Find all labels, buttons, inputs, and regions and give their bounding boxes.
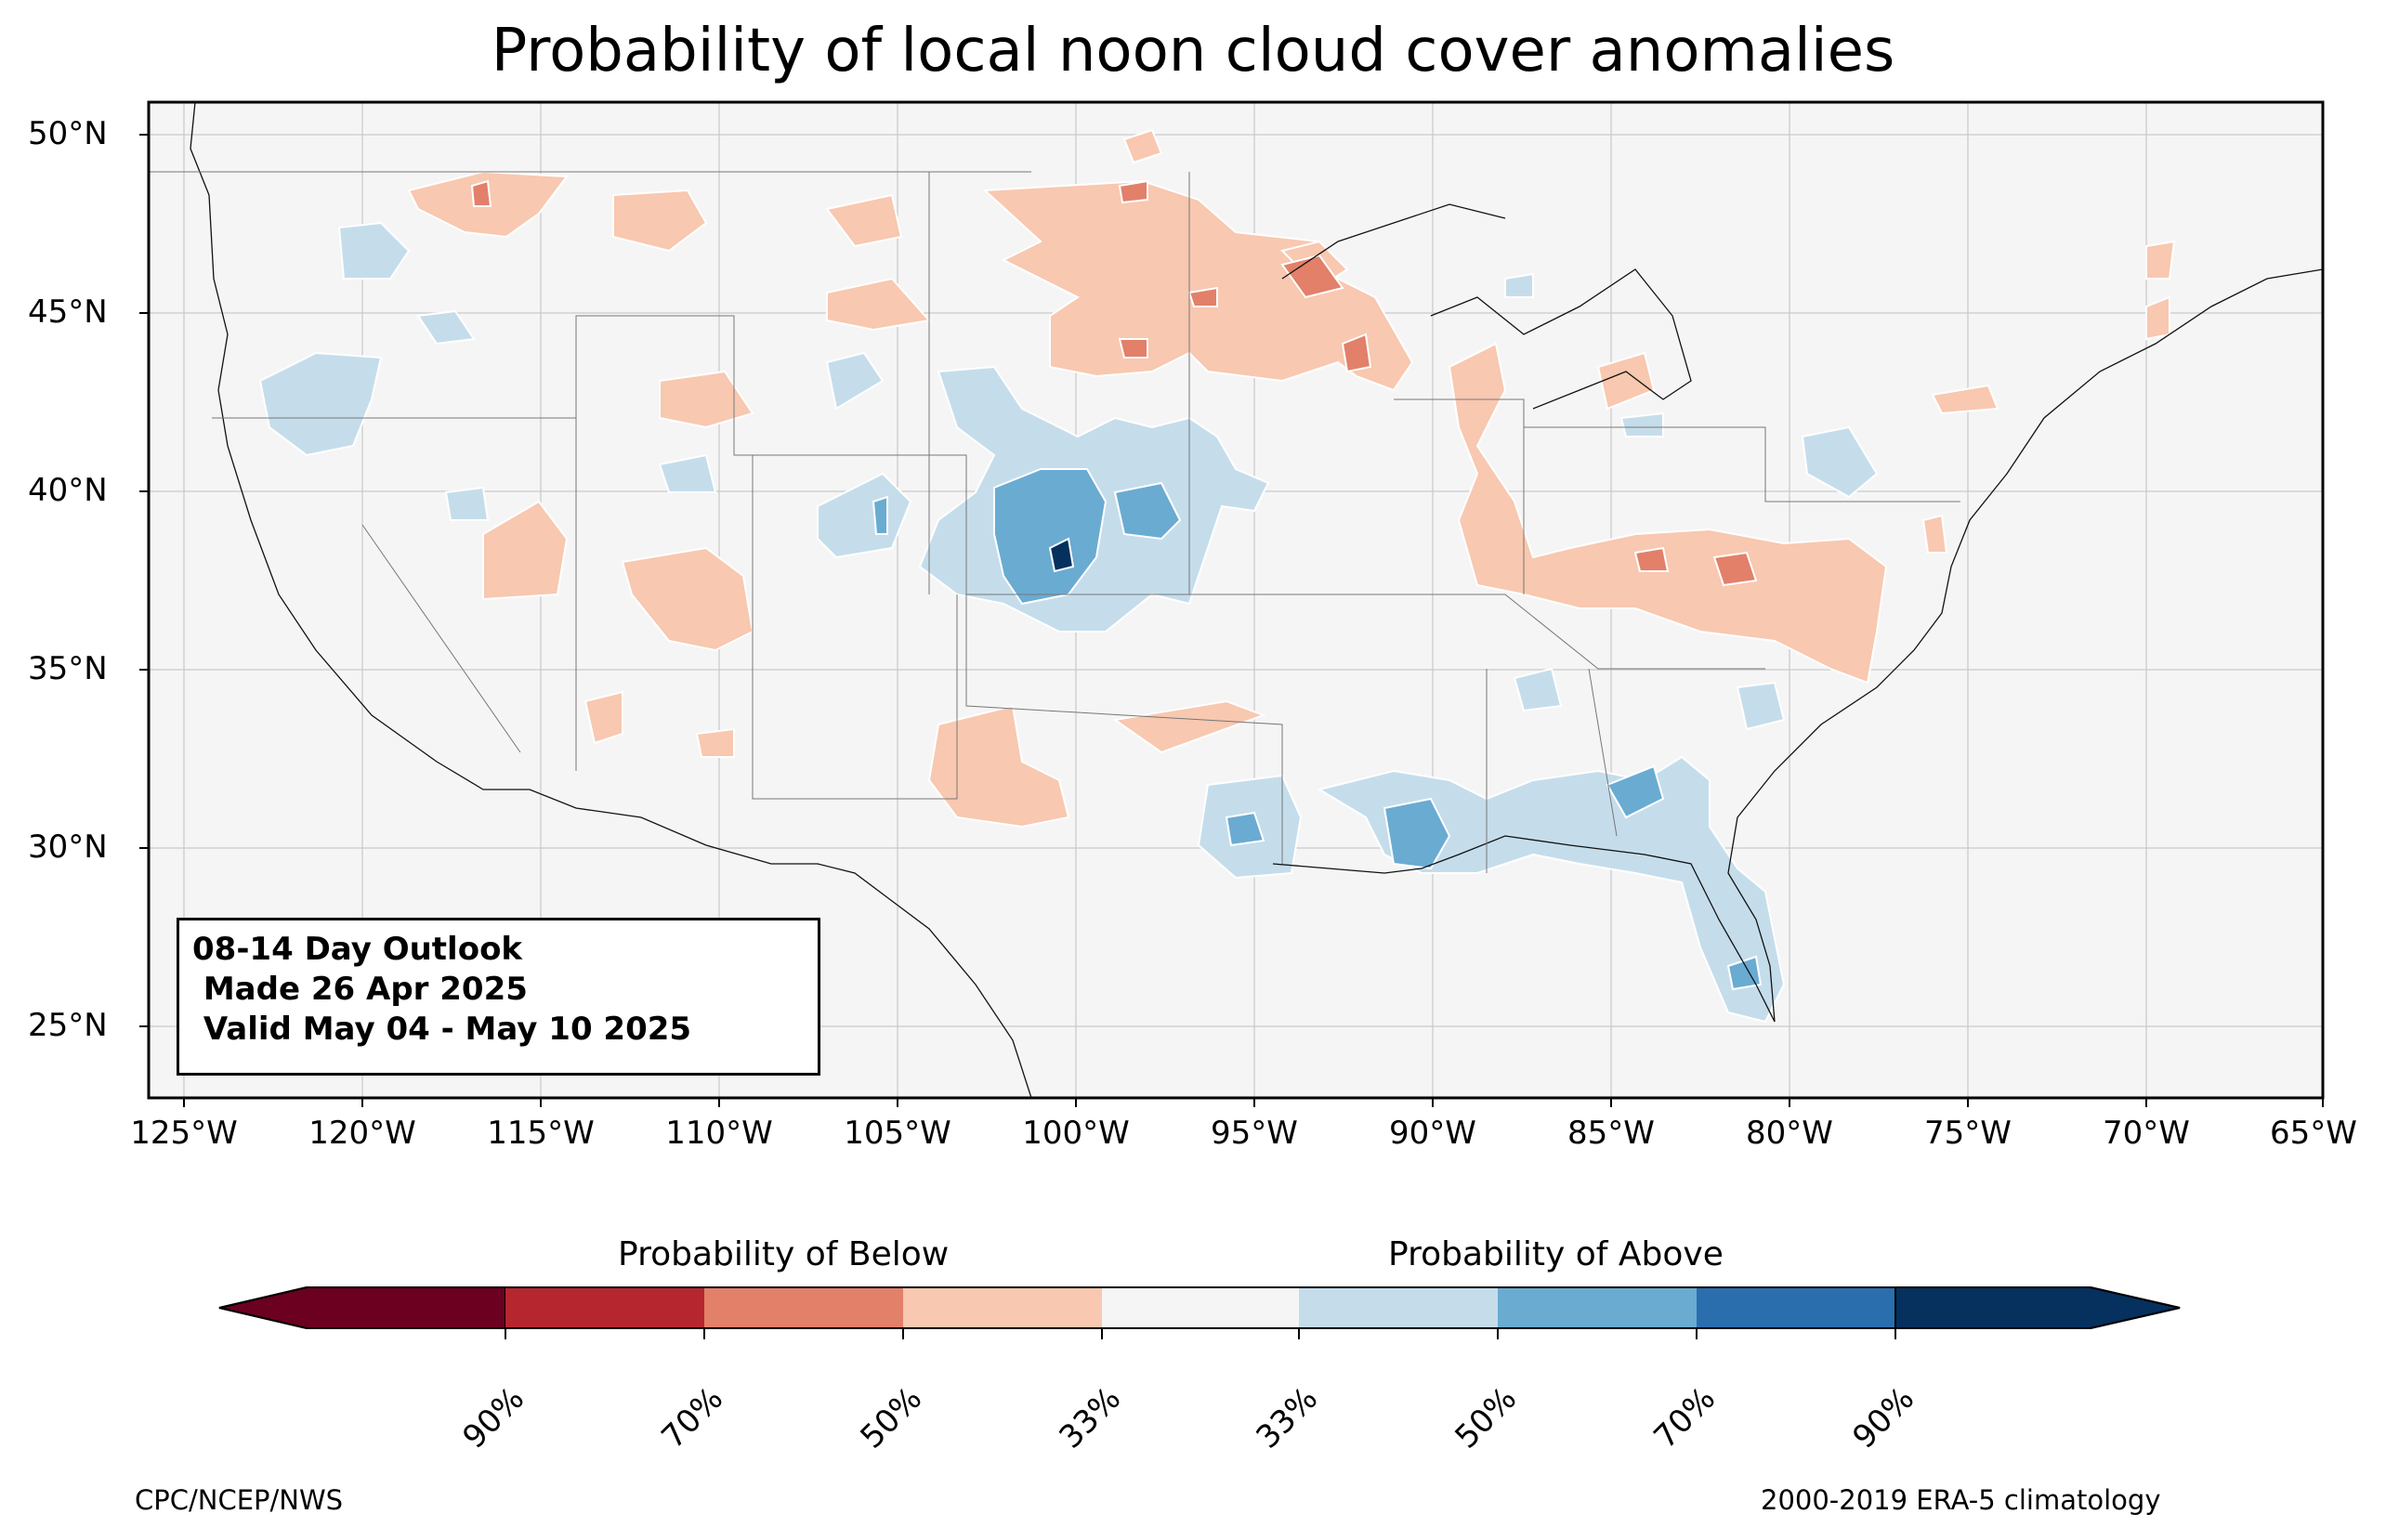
outlook-period: 08-14 Day Outlook — [192, 931, 523, 968]
lon-label-80w: 80°W — [1746, 1115, 1833, 1152]
colorbar-segment-7 — [1498, 1287, 1697, 1328]
colorbar-segment-8 — [1697, 1287, 1895, 1328]
map-title: Probability of local noon cloud cover an… — [491, 17, 1895, 85]
lon-label-110w: 110°W — [665, 1115, 773, 1152]
lon-label-105w: 105°W — [844, 1115, 951, 1152]
coastlines-and-borders — [190, 101, 2324, 1099]
colorbar-segment-5 — [1102, 1287, 1299, 1328]
colorbar-above-label: Probability of Above — [1388, 1235, 1724, 1273]
axis-ticks — [139, 134, 2324, 1107]
colorbar-segment-4 — [903, 1287, 1102, 1328]
colorbar-segment-3 — [704, 1287, 903, 1328]
lon-label-85w: 85°W — [1567, 1115, 1655, 1152]
lat-label-35n: 35°N — [28, 650, 108, 687]
outlook-info-box: 08-14 Day Outlook Made 26 Apr 2025 Valid… — [177, 918, 820, 1076]
colorbar-segment-9 — [1894, 1286, 2181, 1329]
below-normal-shading — [407, 128, 2176, 829]
colorbar-outline — [218, 1286, 2181, 1329]
colorbar-segment-2 — [505, 1287, 704, 1328]
lon-label-70w: 70°W — [2103, 1115, 2190, 1152]
map-frame — [147, 100, 2325, 1100]
colorbar-below-label: Probability of Below — [618, 1235, 950, 1273]
state-borders — [149, 171, 1960, 873]
lon-label-115w: 115°W — [487, 1115, 595, 1152]
lon-label-125w: 125°W — [130, 1115, 238, 1152]
lon-label-100w: 100°W — [1022, 1115, 1130, 1152]
outlook-made-date: Made 26 Apr 2025 — [192, 971, 528, 1008]
footer-source: CPC/NCEP/NWS — [135, 1484, 344, 1516]
lat-label-50n: 50°N — [28, 115, 108, 152]
lat-label-45n: 45°N — [28, 294, 108, 331]
above-normal-shading — [258, 221, 1879, 1024]
colorbar-segment-6 — [1299, 1287, 1498, 1328]
colorbar — [218, 1286, 2181, 1339]
lon-label-75w: 75°W — [1924, 1115, 2012, 1152]
lat-label-30n: 30°N — [28, 829, 108, 866]
lon-label-90w: 90°W — [1389, 1115, 1476, 1152]
lat-label-25n: 25°N — [28, 1007, 108, 1044]
lon-label-120w: 120°W — [308, 1115, 416, 1152]
lat-label-40n: 40°N — [28, 472, 108, 509]
lon-label-95w: 95°W — [1211, 1115, 1298, 1152]
lon-label-65w: 65°W — [2270, 1115, 2357, 1152]
colorbar-segment-1 — [218, 1286, 506, 1329]
outlook-valid-range: Valid May 04 - May 10 2025 — [192, 1011, 692, 1048]
footer-climatology: 2000-2019 ERA-5 climatology — [1761, 1484, 2161, 1516]
